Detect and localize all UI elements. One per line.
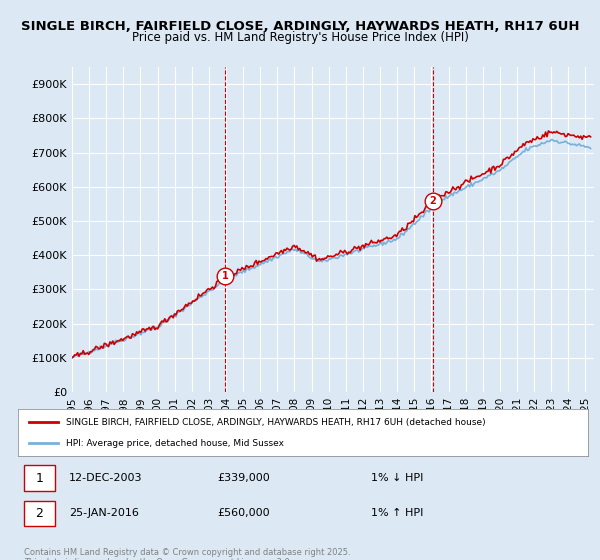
FancyBboxPatch shape [24, 501, 55, 526]
Text: 1: 1 [35, 472, 43, 484]
Text: 1% ↓ HPI: 1% ↓ HPI [371, 473, 424, 483]
Text: 2: 2 [429, 195, 436, 206]
FancyBboxPatch shape [24, 465, 55, 491]
Text: Price paid vs. HM Land Registry's House Price Index (HPI): Price paid vs. HM Land Registry's House … [131, 31, 469, 44]
Text: 12-DEC-2003: 12-DEC-2003 [70, 473, 143, 483]
Text: SINGLE BIRCH, FAIRFIELD CLOSE, ARDINGLY, HAYWARDS HEATH, RH17 6UH (detached hous: SINGLE BIRCH, FAIRFIELD CLOSE, ARDINGLY,… [67, 418, 486, 427]
Text: 1% ↑ HPI: 1% ↑ HPI [371, 508, 424, 519]
Text: £560,000: £560,000 [218, 508, 270, 519]
Text: Contains HM Land Registry data © Crown copyright and database right 2025.
This d: Contains HM Land Registry data © Crown c… [24, 548, 350, 560]
Text: SINGLE BIRCH, FAIRFIELD CLOSE, ARDINGLY, HAYWARDS HEATH, RH17 6UH: SINGLE BIRCH, FAIRFIELD CLOSE, ARDINGLY,… [21, 20, 579, 32]
Text: £339,000: £339,000 [218, 473, 270, 483]
Text: 25-JAN-2016: 25-JAN-2016 [70, 508, 139, 519]
Text: 1: 1 [222, 271, 229, 281]
Text: HPI: Average price, detached house, Mid Sussex: HPI: Average price, detached house, Mid … [67, 438, 284, 447]
Text: 2: 2 [35, 507, 43, 520]
